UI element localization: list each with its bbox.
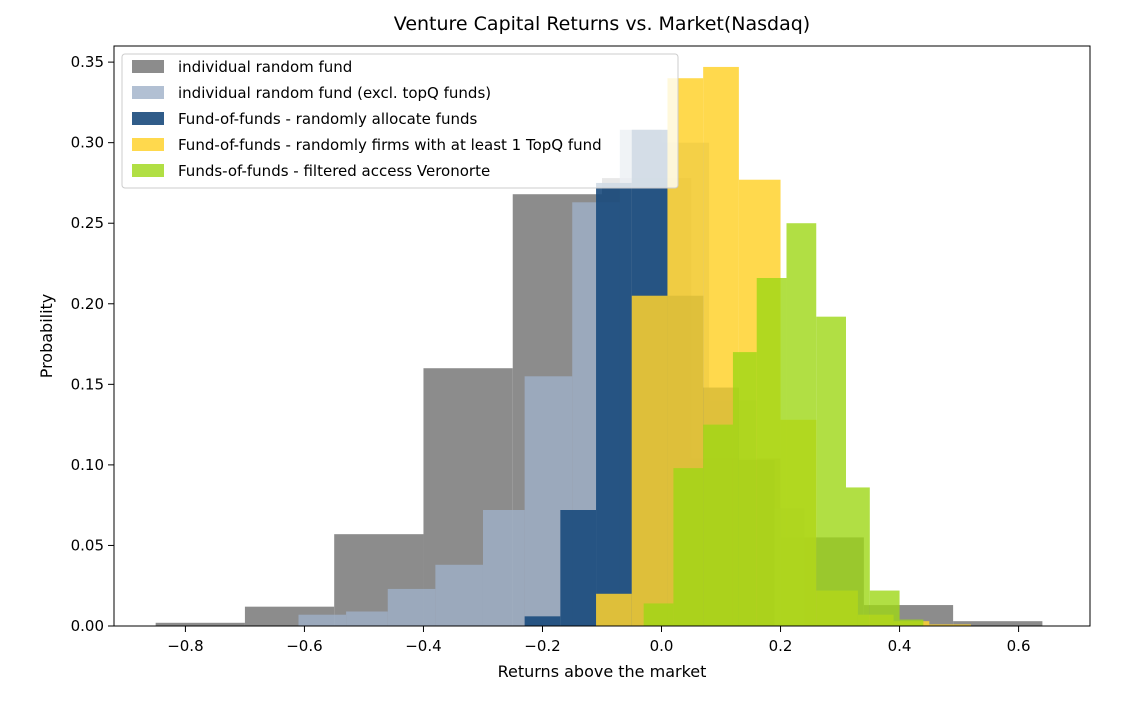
y-tick-label: 0.15 bbox=[71, 375, 104, 393]
bar bbox=[756, 278, 787, 626]
y-tick-label: 0.05 bbox=[71, 536, 104, 554]
bar bbox=[298, 614, 347, 626]
y-axis-label: Probability bbox=[37, 294, 56, 379]
bar bbox=[643, 603, 674, 626]
bar bbox=[631, 295, 668, 626]
bar bbox=[846, 487, 870, 626]
x-tick-label: −0.6 bbox=[286, 637, 322, 655]
x-tick-label: 0.6 bbox=[1007, 637, 1031, 655]
y-tick-label: 0.30 bbox=[71, 134, 104, 152]
legend-label: individual random fund (excl. topQ funds… bbox=[178, 84, 491, 102]
y-tick-label: 0.35 bbox=[71, 53, 104, 71]
bar bbox=[596, 182, 632, 626]
bar bbox=[929, 624, 971, 626]
bar bbox=[816, 316, 846, 626]
y-tick-label: 0.10 bbox=[71, 456, 104, 474]
legend: individual random fund individual random … bbox=[121, 53, 679, 189]
x-axis: −0.8 −0.6 −0.4 −0.2 0.0 0.2 0.4 0.6 bbox=[167, 626, 1031, 655]
x-tick-label: 0.4 bbox=[888, 637, 912, 655]
bar bbox=[732, 352, 757, 626]
legend-swatch bbox=[132, 164, 164, 177]
legend-swatch bbox=[132, 86, 164, 99]
bar bbox=[869, 590, 900, 626]
y-tick-label: 0.00 bbox=[71, 617, 104, 635]
plot-frame bbox=[113, 45, 1091, 627]
legend-box bbox=[121, 53, 679, 189]
legend-label: Funds-of-funds - filtered access Veronor… bbox=[178, 162, 490, 180]
series-5 bbox=[643, 223, 924, 626]
bar bbox=[524, 616, 561, 626]
chart-title: Venture Capital Returns vs. Market(Nasda… bbox=[394, 13, 810, 35]
legend-swatch bbox=[132, 112, 164, 125]
legend-label: Fund-of-funds - randomly allocate funds bbox=[178, 110, 477, 128]
bar bbox=[346, 611, 388, 626]
x-tick-label: 0.0 bbox=[650, 637, 674, 655]
y-tick-label: 0.20 bbox=[71, 295, 104, 313]
x-tick-label: −0.2 bbox=[524, 637, 560, 655]
bars bbox=[155, 66, 1043, 627]
legend-swatch bbox=[132, 138, 164, 151]
legend-label: Fund-of-funds - randomly firms with at l… bbox=[178, 136, 602, 154]
x-tick-label: 0.2 bbox=[769, 637, 793, 655]
bar bbox=[387, 588, 436, 626]
bar bbox=[596, 593, 632, 626]
bar bbox=[560, 510, 597, 626]
legend-swatch bbox=[132, 60, 164, 73]
bar bbox=[435, 564, 483, 626]
bar bbox=[899, 619, 924, 626]
y-tick-label: 0.25 bbox=[71, 214, 104, 232]
x-tick-label: −0.4 bbox=[405, 637, 441, 655]
y-axis: 0.00 0.05 0.10 0.15 0.20 0.25 0.30 0.35 bbox=[71, 53, 114, 635]
bar bbox=[786, 223, 817, 626]
bar bbox=[703, 424, 733, 626]
x-tick-label: −0.8 bbox=[167, 637, 203, 655]
bar bbox=[482, 510, 525, 626]
legend-label: individual random fund bbox=[178, 58, 352, 76]
x-axis-label: Returns above the market bbox=[498, 662, 707, 681]
bar bbox=[155, 622, 245, 626]
bar bbox=[673, 468, 704, 626]
bar bbox=[953, 621, 1043, 626]
